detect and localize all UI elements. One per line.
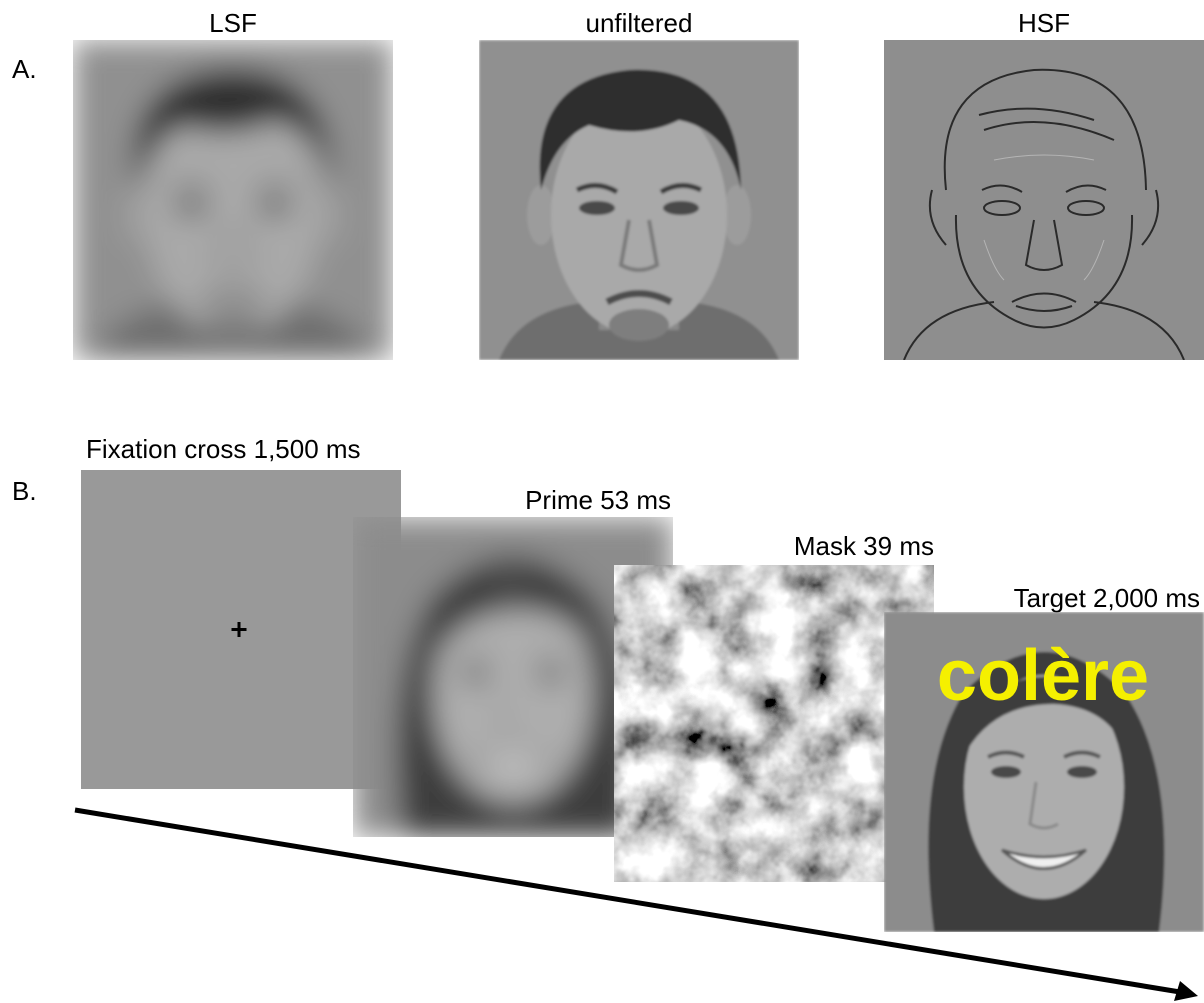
image-label: LSF bbox=[209, 8, 257, 38]
fixation-cross bbox=[231, 622, 247, 637]
step-label: Prime 53 ms bbox=[525, 485, 671, 515]
hsf-face bbox=[884, 40, 1204, 360]
time-arrow bbox=[74, 807, 1181, 995]
step-label: Mask 39 ms bbox=[794, 531, 934, 561]
panel-label: A. bbox=[12, 54, 37, 84]
unfiltered-face bbox=[479, 40, 799, 360]
mask-noise bbox=[614, 565, 934, 882]
lsf-face bbox=[73, 40, 393, 360]
panel-label: B. bbox=[12, 476, 37, 506]
image-label: unfiltered bbox=[586, 8, 693, 38]
arrow-head bbox=[1174, 981, 1198, 1001]
target-word: colère bbox=[937, 636, 1149, 716]
step-label: Fixation cross 1,500 ms bbox=[86, 434, 361, 464]
step-label: Target 2,000 ms bbox=[1014, 583, 1200, 613]
image-label: HSF bbox=[1018, 8, 1070, 38]
